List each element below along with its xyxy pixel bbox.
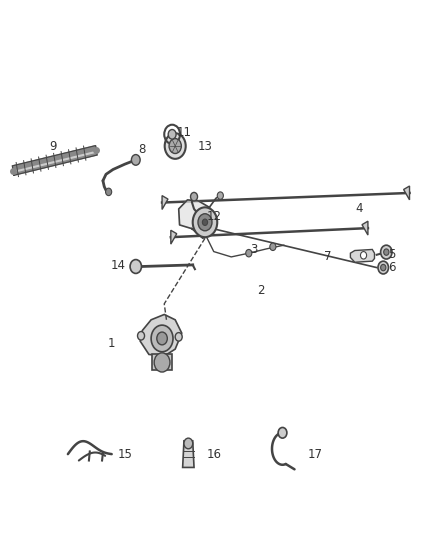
Text: 13: 13	[198, 140, 212, 152]
Text: 11: 11	[177, 126, 191, 139]
Text: 8: 8	[139, 143, 146, 156]
Circle shape	[384, 249, 389, 255]
Text: 5: 5	[389, 248, 396, 261]
Circle shape	[202, 219, 208, 225]
Circle shape	[246, 249, 252, 257]
Circle shape	[157, 332, 167, 345]
Circle shape	[131, 155, 140, 165]
Circle shape	[154, 353, 170, 372]
Circle shape	[217, 192, 223, 199]
Circle shape	[169, 139, 181, 154]
Polygon shape	[179, 200, 215, 238]
Circle shape	[198, 214, 212, 231]
Text: 16: 16	[207, 448, 222, 461]
Text: 14: 14	[111, 259, 126, 272]
Circle shape	[360, 252, 367, 259]
Circle shape	[151, 325, 173, 352]
Text: 1: 1	[108, 337, 116, 350]
Text: 7: 7	[324, 251, 332, 263]
Text: 3: 3	[251, 243, 258, 256]
Circle shape	[270, 243, 276, 251]
Circle shape	[168, 130, 176, 139]
Polygon shape	[162, 196, 168, 209]
Polygon shape	[350, 249, 374, 262]
Circle shape	[193, 207, 217, 237]
Polygon shape	[152, 354, 172, 370]
Polygon shape	[362, 221, 368, 235]
Text: 9: 9	[49, 140, 57, 152]
Circle shape	[138, 332, 145, 340]
Polygon shape	[171, 230, 177, 244]
Circle shape	[378, 261, 389, 274]
Polygon shape	[404, 186, 410, 200]
Text: 6: 6	[388, 261, 396, 274]
Circle shape	[191, 192, 198, 201]
Circle shape	[381, 264, 386, 271]
Circle shape	[130, 260, 141, 273]
Text: 4: 4	[355, 203, 363, 215]
Polygon shape	[183, 441, 194, 467]
Circle shape	[175, 333, 182, 341]
Text: 15: 15	[117, 448, 132, 461]
Circle shape	[381, 245, 392, 259]
Circle shape	[165, 133, 186, 159]
Text: 2: 2	[257, 284, 265, 297]
Text: 17: 17	[308, 448, 323, 461]
Text: 12: 12	[206, 211, 221, 223]
Circle shape	[106, 188, 112, 196]
Polygon shape	[140, 314, 182, 356]
Polygon shape	[12, 146, 97, 175]
Circle shape	[184, 438, 193, 449]
Circle shape	[278, 427, 287, 438]
